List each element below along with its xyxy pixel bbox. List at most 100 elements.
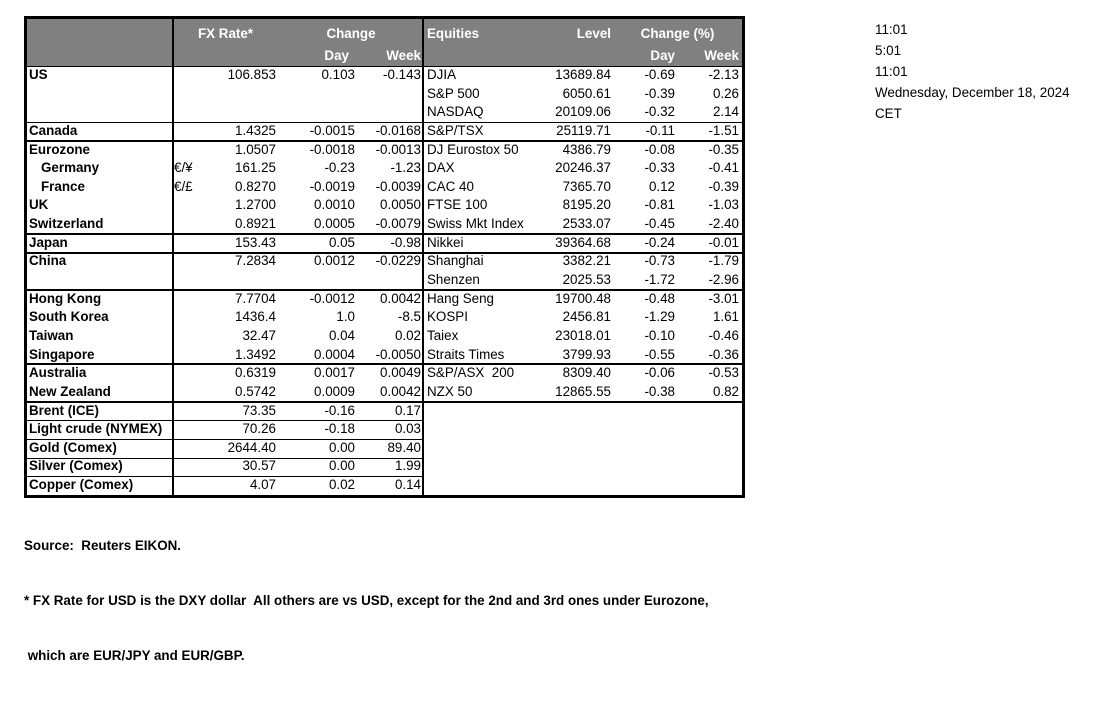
equity-label: Taiex (427, 327, 459, 343)
country-label: Canada (29, 122, 78, 138)
fx-row: Copper (Comex) 4.07 0.02 0.14 (27, 476, 423, 495)
equity-level: 3799.93 (562, 346, 611, 362)
equity-week-change: -0.36 (708, 346, 739, 362)
fx-row: Switzerland 0.8921 0.0005 -0.0079 (27, 215, 423, 234)
fx-rate-value: 7.7704 (235, 290, 276, 306)
equity-week-change: -2.96 (708, 272, 739, 288)
fx-row: Japan 153.43 0.05 -0.98 (27, 234, 423, 253)
equity-row: DAX 20246.37 -0.33 -0.41 (423, 159, 742, 178)
country-label: New Zealand (29, 383, 111, 399)
fx-week-change: -0.0039 (375, 178, 421, 194)
fx-rate-value: 0.8921 (235, 216, 276, 232)
subheader-spacer-right (423, 47, 613, 66)
fx-rate-value: 0.8270 (235, 178, 276, 194)
header-row-2: Day Week Day Week (27, 47, 742, 66)
equity-week-change: 2.14 (712, 104, 739, 120)
date-line: Wednesday, December 18, 2024 (875, 85, 1070, 100)
country-label: UK (29, 197, 49, 213)
equity-row: DJ Eurostox 50 4386.79 -0.08 -0.35 (423, 141, 742, 160)
section-divider (422, 19, 424, 495)
fx-day-change: 0.02 (328, 477, 355, 493)
fx-rate-value: 1.0507 (235, 141, 276, 157)
fx-rate-value: 70.26 (242, 421, 276, 437)
fx-day-change: -0.18 (324, 421, 355, 437)
equity-row: Shenzen 2025.53 -1.72 -2.96 (423, 271, 742, 290)
level-header: Level (576, 26, 611, 41)
header-row-1: FX Rate* Change Equities Level Change (%… (27, 19, 742, 47)
equity-level: 23018.01 (555, 327, 611, 343)
market-table: FX Rate* Change Equities Level Change (%… (24, 16, 745, 498)
fx-row: France €/£ 0.8270 -0.0019 -0.0039 (27, 178, 423, 197)
fx-rate-value: 2644.40 (227, 439, 276, 455)
equity-week-change: -0.41 (708, 160, 739, 176)
fx-week-change: -0.143 (383, 67, 421, 82)
equity-level: 20109.06 (555, 104, 611, 120)
equity-row: NASDAQ 20109.06 -0.32 2.14 (423, 103, 742, 122)
fx-pair-symbol (172, 383, 200, 402)
equity-day-change: -0.45 (644, 216, 675, 232)
group-separator (27, 420, 423, 422)
fx-pair-symbol (172, 346, 200, 365)
equity-row: Hang Seng 19700.48 -0.48 -3.01 (423, 290, 742, 309)
equity-label: S&P/TSX (427, 122, 484, 138)
equity-level: 8309.40 (562, 365, 611, 381)
group-separator (27, 288, 742, 291)
footnote-block: Source: Reuters EIKON. * FX Rate for USD… (24, 501, 709, 701)
fx-rate-value: 1.3492 (235, 346, 276, 362)
equity-label: Straits Times (427, 346, 505, 362)
country-label: South Korea (29, 309, 109, 325)
group-separator (27, 457, 423, 459)
fx-pair-symbol (172, 85, 200, 104)
fx-pair-symbol (172, 364, 200, 383)
fx-rate-value: 32.47 (242, 327, 276, 343)
country-label: Light crude (NYMEX) (29, 421, 163, 437)
fx-day-change: 0.0009 (314, 383, 355, 399)
fx-day-change: 0.103 (321, 67, 355, 82)
equity-label: S&P 500 (427, 85, 480, 101)
fx-week-change: -0.98 (390, 234, 421, 250)
fx-pair-symbol: €/£ (174, 178, 193, 194)
fx-day-change: 0.0010 (314, 197, 355, 213)
fx-row: Silver (Comex) 30.57 0.00 1.99 (27, 457, 423, 476)
fx-row (27, 103, 423, 122)
equity-week-change: -2.40 (708, 216, 739, 232)
fx-pair-symbol: €/¥ (174, 160, 193, 176)
timezone-line: CET (875, 106, 902, 121)
fx-row: Gold (Comex) 2644.40 0.00 89.40 (27, 439, 423, 458)
fx-pair-symbol (172, 476, 200, 495)
equity-label: KOSPI (427, 309, 468, 325)
country-label: Brent (ICE) (29, 402, 99, 418)
fx-row: Eurozone 1.0507 -0.0018 -0.0013 (27, 141, 423, 160)
fx-week-change (359, 271, 423, 290)
fx-day-change: 0.0004 (314, 346, 355, 362)
fx-pair-symbol (172, 66, 200, 85)
equity-week-change: -0.53 (708, 365, 739, 381)
fx-row: Taiwan 32.47 0.04 0.02 (27, 327, 423, 346)
equity-week-change: -1.79 (708, 253, 739, 269)
fx-week-change: 0.0050 (380, 197, 421, 213)
equity-week-change: -0.01 (708, 234, 739, 250)
country-label: Copper (Comex) (29, 477, 134, 493)
equity-row: S&P 500 6050.61 -0.39 0.26 (423, 85, 742, 104)
country-label (27, 85, 172, 104)
fx-rate-header: FX Rate* (197, 26, 254, 41)
fx-day-change: -0.0015 (309, 122, 355, 138)
fx-row: Canada 1.4325 -0.0015 -0.0168 (27, 122, 423, 141)
equity-day-change: -0.69 (644, 67, 675, 82)
country-label: Germany (41, 160, 100, 176)
equities-section: DJIA 13689.84 -0.69 -2.13 S&P 500 6050.61 -0.3… (423, 66, 742, 402)
fx-row: Light crude (NYMEX) 70.26 -0.18 0.03 (27, 420, 423, 439)
country-label: Gold (Comex) (29, 439, 117, 455)
fx-week-change: -1.23 (390, 160, 421, 176)
country-label: Hong Kong (29, 290, 102, 306)
fx-day-change: 0.0017 (314, 365, 355, 381)
fx-pair-symbol (172, 290, 200, 309)
equity-day-change: -1.29 (644, 309, 675, 325)
country-label: Australia (29, 365, 87, 381)
clock-line: 11:01 (875, 22, 908, 37)
fx-change-header: Change (326, 26, 376, 41)
equity-label: Swiss Mkt Index (427, 216, 524, 232)
equity-level: 6050.61 (562, 85, 611, 101)
source-note: Source: Reuters EIKON. (24, 538, 182, 554)
group-separator (27, 439, 423, 441)
